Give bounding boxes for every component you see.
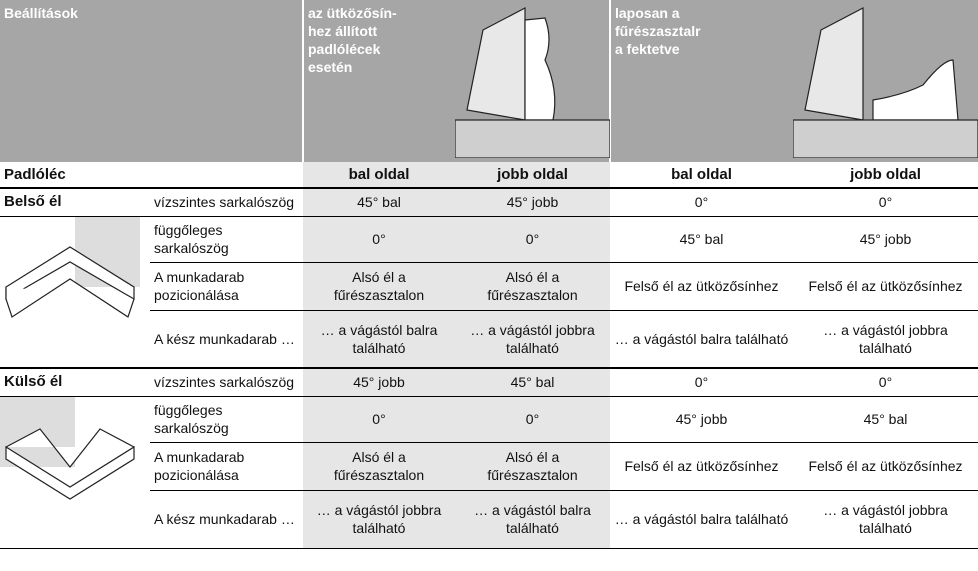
value-cell: … a vágástól jobbra található bbox=[793, 310, 978, 369]
value-cell: 45° bal bbox=[455, 367, 610, 397]
side-header: bal oldal bbox=[303, 162, 455, 189]
header-line: az ütközősín- bbox=[308, 5, 397, 21]
value-cell: 0° bbox=[793, 367, 978, 397]
data-row: A kész munkadarab …… a vágástól jobbra t… bbox=[0, 490, 978, 549]
section-name: Külső él bbox=[0, 367, 150, 397]
value-cell: 45° jobb bbox=[303, 367, 455, 397]
header-line: padlólécek bbox=[308, 41, 381, 57]
value-cell: Alsó él a fűrészasztalon bbox=[455, 262, 610, 311]
data-row: A munkadarab pozicionálása Alsó él a fűré… bbox=[0, 262, 978, 311]
data-row: A kész munkadarab …… a vágástól balra ta… bbox=[0, 310, 978, 369]
illustration-upright bbox=[454, 0, 611, 162]
value-cell: Felső él az ütközősínhez bbox=[793, 442, 978, 491]
value-cell: … a vágástól balra található bbox=[610, 310, 793, 369]
row-label: A kész munkadarab … bbox=[150, 490, 303, 549]
fence-flat-icon bbox=[792, 7, 978, 159]
row-label: A munkadarab pozicionálása bbox=[150, 262, 303, 311]
header-col-b: laposan a fűrészasztalr a fektetve bbox=[609, 0, 793, 162]
header-line: esetén bbox=[308, 59, 353, 75]
value-cell: Alsó él a fűrészasztalon bbox=[303, 442, 455, 491]
value-cell: 45° bal bbox=[303, 187, 455, 217]
value-cell: 0° bbox=[303, 396, 455, 443]
value-cell: Felső él az ütközősínhez bbox=[793, 262, 978, 311]
value-cell: 45° jobb bbox=[455, 187, 610, 217]
header-line: fűrészasztalr bbox=[615, 23, 701, 39]
side-header: bal oldal bbox=[610, 162, 793, 189]
section-illustration bbox=[0, 216, 150, 369]
row-label: függőleges sarkalószög bbox=[150, 396, 303, 443]
fence-upright-icon bbox=[454, 7, 611, 159]
data-row: függőleges sarkalószög 0° 0° 45° bal 45° job… bbox=[0, 216, 978, 369]
header-col-a: az ütközősín-hez állított padlólécek eseté… bbox=[302, 0, 455, 162]
section-illustration bbox=[0, 396, 150, 549]
value-cell: Felső él az ütközősínhez bbox=[610, 442, 793, 491]
subheader-row: Padlóléc bal oldal jobb oldal bal oldal jobb… bbox=[0, 162, 978, 189]
section-name: Belső él bbox=[0, 187, 150, 217]
value-cell: … a vágástól balra található bbox=[455, 490, 610, 549]
value-cell: Alsó él a fűrészasztalon bbox=[455, 442, 610, 491]
value-cell: 45° bal bbox=[610, 216, 793, 263]
corner-illustration bbox=[0, 396, 135, 500]
header-row: Beállítások az ütközősín-hez állított pad… bbox=[0, 0, 978, 162]
row-label: vízszintes sarkalószög bbox=[150, 187, 303, 217]
value-cell: 45° jobb bbox=[610, 396, 793, 443]
value-cell: Alsó él a fűrészasztalon bbox=[303, 262, 455, 311]
header-line: hez állított bbox=[308, 23, 378, 39]
value-cell: 45° jobb bbox=[793, 216, 978, 263]
value-cell: 45° bal bbox=[793, 396, 978, 443]
value-cell: 0° bbox=[610, 367, 793, 397]
value-cell: 0° bbox=[610, 187, 793, 217]
value-cell: Felső él az ütközősínhez bbox=[610, 262, 793, 311]
row-label: függőleges sarkalószög bbox=[150, 216, 303, 263]
value-cell: 0° bbox=[455, 216, 610, 263]
value-cell: 0° bbox=[793, 187, 978, 217]
side-header: jobb oldal bbox=[793, 162, 978, 189]
value-cell: … a vágástól balra található bbox=[610, 490, 793, 549]
value-cell: … a vágástól jobbra található bbox=[455, 310, 610, 369]
settings-table: Beállítások az ütközősín-hez állított pad… bbox=[0, 0, 978, 549]
subheader-label: Padlóléc bbox=[0, 162, 303, 189]
row-label: vízszintes sarkalószög bbox=[150, 367, 303, 397]
data-row: A munkadarab pozicionálása Alsó él a fűré… bbox=[0, 442, 978, 491]
data-row: Külső él vízszintes sarkalószög 45° jobb 45… bbox=[0, 367, 978, 397]
corner-illustration bbox=[5, 216, 140, 318]
illustration-flat bbox=[792, 0, 978, 162]
row-label: A kész munkadarab … bbox=[150, 310, 303, 369]
data-row: függőleges sarkalószög 0° 0° 45° jobb 45° ba… bbox=[0, 396, 978, 549]
value-cell: 0° bbox=[455, 396, 610, 443]
side-header: jobb oldal bbox=[455, 162, 610, 189]
value-cell: 0° bbox=[303, 216, 455, 263]
header-line: a fektetve bbox=[615, 41, 680, 57]
header-title: Beállítások bbox=[0, 0, 303, 162]
row-label: A munkadarab pozicionálása bbox=[150, 442, 303, 491]
value-cell: … a vágástól balra található bbox=[303, 310, 455, 369]
header-line: laposan a bbox=[615, 5, 680, 21]
value-cell: … a vágástól jobbra található bbox=[793, 490, 978, 549]
data-row: Belső él vízszintes sarkalószög 45° bal 45°… bbox=[0, 187, 978, 217]
value-cell: … a vágástól jobbra található bbox=[303, 490, 455, 549]
